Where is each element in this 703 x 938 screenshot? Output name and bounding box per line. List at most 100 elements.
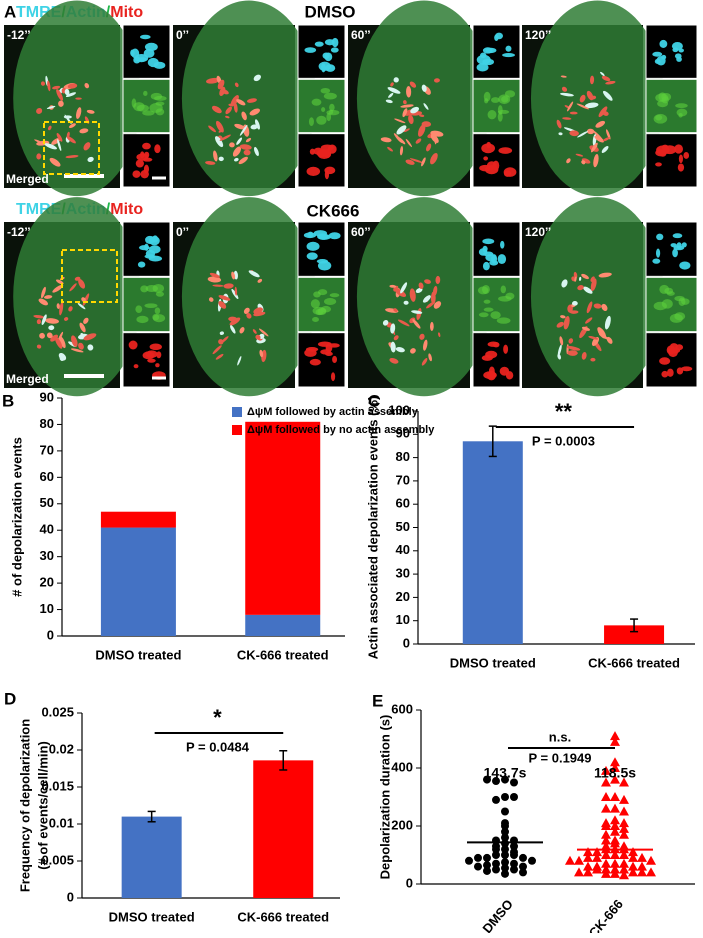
mito	[243, 149, 251, 156]
mito	[36, 344, 42, 349]
cell-body	[356, 197, 492, 397]
mito	[567, 304, 573, 313]
mito	[234, 286, 238, 296]
mito	[255, 334, 261, 340]
inset-blob	[306, 241, 320, 251]
inset-blob	[673, 245, 685, 251]
mito	[574, 276, 577, 282]
x-tick-label: CK-666 treated	[588, 655, 680, 670]
mito	[560, 92, 574, 97]
y-axis-label: Actin associated depolarization events (…	[365, 396, 380, 660]
mito	[46, 105, 56, 109]
mito	[234, 123, 246, 130]
mito	[208, 297, 214, 302]
inset-blob	[661, 370, 669, 378]
mito	[601, 145, 609, 153]
inset-blob	[144, 303, 158, 309]
mito	[41, 286, 46, 299]
inset-blob	[681, 242, 687, 248]
mito	[253, 74, 261, 82]
bar-segment	[245, 614, 321, 636]
data-point	[592, 864, 602, 874]
mito	[561, 86, 568, 92]
mito	[562, 117, 572, 120]
mito	[393, 77, 399, 83]
mito	[252, 329, 257, 334]
inset-blob	[307, 231, 314, 238]
data-point	[592, 847, 602, 857]
inset-blob	[144, 151, 150, 159]
mito	[578, 276, 582, 281]
legend-label: ΔψM followed by no actin assembly	[247, 424, 435, 436]
mito	[435, 275, 441, 285]
mito	[75, 97, 82, 100]
mito	[236, 137, 243, 145]
error-bar	[147, 810, 156, 823]
inset-blob	[154, 307, 161, 315]
data-point	[510, 842, 518, 851]
mito	[418, 282, 424, 289]
data-point	[619, 858, 629, 868]
mito	[84, 82, 90, 89]
mito	[246, 98, 257, 103]
mito	[223, 283, 234, 289]
inset-blob	[317, 341, 332, 347]
mito	[423, 103, 429, 110]
bar-segment	[100, 527, 176, 636]
mito	[48, 325, 55, 331]
mito	[400, 104, 414, 108]
data-point	[610, 821, 620, 830]
roi-box	[61, 249, 118, 303]
inset-blob	[155, 108, 165, 116]
mito	[603, 90, 613, 101]
inset	[472, 332, 521, 388]
mito	[41, 314, 47, 325]
data-point	[610, 736, 620, 746]
data-point	[492, 777, 500, 786]
x-tick-label: DMSO treated	[95, 647, 181, 662]
inset-blob	[672, 47, 679, 53]
data-point	[619, 818, 629, 828]
data-point	[574, 867, 584, 877]
y-tick-label: 0.025	[41, 704, 74, 719]
inset-blob	[317, 149, 331, 160]
mito	[217, 79, 225, 90]
inset-blob	[329, 103, 335, 112]
inset-blob	[483, 156, 489, 161]
data-point	[474, 853, 482, 862]
inset	[297, 332, 346, 388]
mito	[598, 106, 608, 118]
mito	[212, 345, 222, 355]
y-tick-label: 100	[388, 402, 410, 417]
inset-blob	[672, 233, 683, 239]
mito	[577, 131, 589, 138]
mito	[387, 146, 393, 152]
data-point	[501, 793, 509, 801]
mito	[424, 279, 431, 284]
mito	[408, 114, 414, 125]
data-point	[610, 838, 620, 848]
y-tick-label: 30	[396, 566, 410, 581]
data-point	[483, 861, 491, 870]
y-tick-label: 0.005	[41, 852, 74, 867]
inset-blob	[659, 357, 671, 365]
mito	[403, 100, 407, 105]
mito	[70, 348, 84, 353]
mito	[229, 142, 235, 148]
mito	[421, 84, 427, 92]
time-label: 120’’	[525, 28, 551, 42]
mito	[253, 307, 263, 315]
mito	[54, 336, 63, 349]
mito	[239, 144, 252, 150]
mito	[258, 328, 269, 337]
data-point	[465, 856, 473, 865]
p-value: P = 0.0003	[532, 433, 595, 448]
mito	[579, 94, 586, 103]
inset-blob	[152, 313, 160, 321]
mito	[402, 108, 408, 118]
data-point	[501, 864, 509, 873]
mito	[86, 109, 95, 114]
y-tick-label: 0.02	[49, 741, 74, 756]
mito	[389, 284, 397, 288]
mito	[236, 99, 246, 106]
